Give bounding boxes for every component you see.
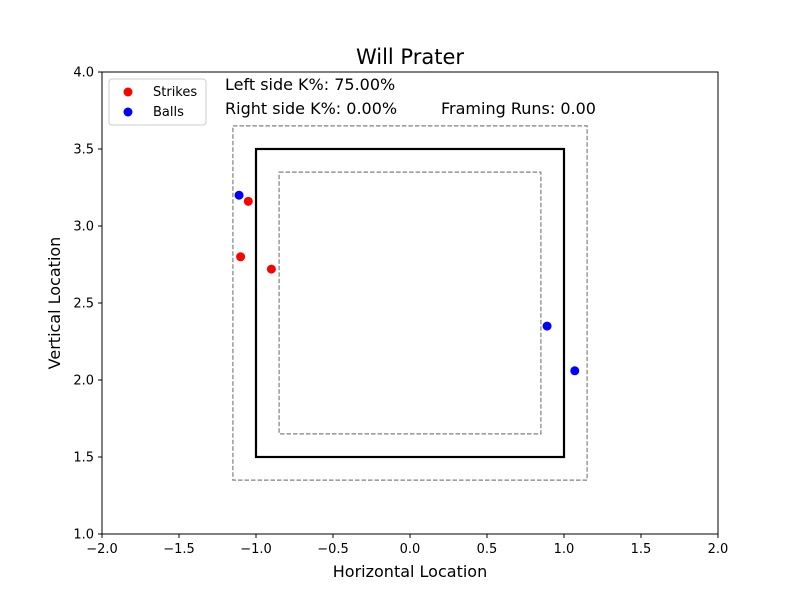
legend-label-balls: Balls (153, 105, 184, 120)
x-tick-label: 1.5 (631, 542, 652, 557)
legend-marker-strikes (123, 87, 133, 97)
strike-point-1 (236, 252, 246, 262)
framing-runs-annotation: Framing Runs: 0.00 (441, 99, 596, 118)
y-tick-label: 1.5 (73, 451, 94, 466)
y-tick-label: 2.5 (73, 297, 94, 312)
zone-group (232, 125, 588, 481)
ball-point-1 (542, 321, 552, 331)
chart-title: Will Prater (356, 45, 464, 69)
strike-point-0 (243, 196, 253, 206)
x-tick-label: 0.0 (400, 542, 421, 557)
x-tick-label: 1.0 (554, 542, 575, 557)
legend-marker-balls (123, 107, 133, 117)
y-tick-label: 3.0 (73, 220, 94, 235)
strike-zone (254, 147, 566, 459)
outer-zone (232, 125, 588, 481)
plot-area (101, 71, 719, 535)
y-tick-label: 3.5 (73, 143, 94, 158)
left-k-annotation: Left side K%: 75.00% (225, 75, 395, 94)
legend-box (108, 78, 207, 126)
x-tick-label: 0.5 (477, 542, 498, 557)
legend: Strikes Balls (108, 78, 207, 126)
legend-label-strikes: Strikes (153, 85, 197, 100)
x-tick-label: −1.0 (240, 542, 272, 557)
y-axis-ticks: 1.0 1.5 2.0 2.5 3.0 3.5 4.0 (73, 66, 102, 543)
x-tick-label: −0.5 (317, 542, 349, 557)
x-tick-label: −2.0 (86, 542, 118, 557)
strike-point-2 (266, 264, 276, 274)
y-tick-label: 2.0 (73, 374, 94, 389)
inner-zone (278, 171, 542, 435)
y-tick-label: 4.0 (73, 66, 94, 81)
x-tick-label: −1.5 (163, 542, 195, 557)
right-k-annotation: Right side K%: 0.00% (225, 99, 397, 118)
ball-point-2 (570, 366, 580, 376)
x-axis-label: Horizontal Location (333, 562, 487, 581)
points-group (234, 190, 580, 376)
x-tick-label: 2.0 (708, 542, 729, 557)
y-axis-label: Vertical Location (45, 237, 64, 370)
y-tick-label: 1.0 (73, 528, 94, 543)
x-axis-ticks: −2.0 −1.5 −1.0 −0.5 0.0 0.5 1.0 1.5 2.0 (86, 534, 728, 557)
ball-point-0 (234, 190, 244, 200)
